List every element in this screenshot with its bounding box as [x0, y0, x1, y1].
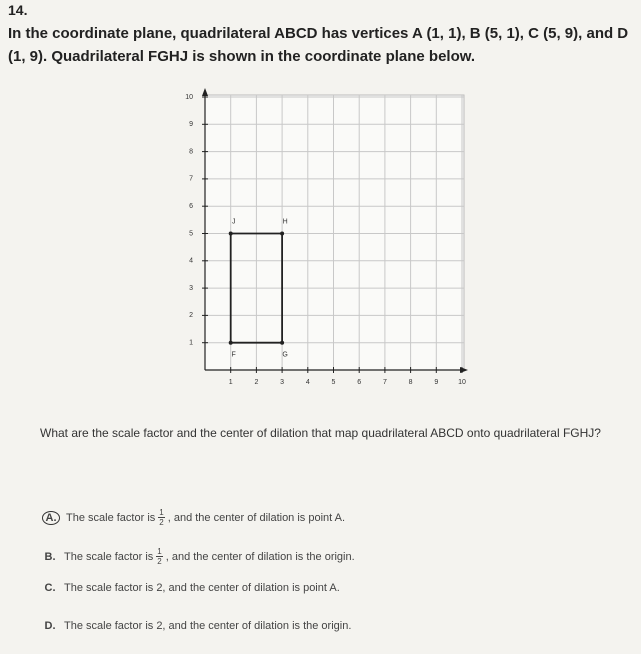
vertex-label: G	[282, 352, 287, 359]
choice-letter: B.	[44, 550, 56, 563]
vertex-point	[280, 340, 285, 345]
coordinate-plane: 1 2 3 4 5 6 7 8 9 10 1 2 3 4 5 6 7 8 9 10 F G H J	[185, 88, 468, 386]
x-tick-label: 8	[409, 379, 413, 386]
fraction-numerator: 1	[158, 508, 165, 518]
x-tick-label: 5	[332, 379, 336, 386]
x-tick-label: 9	[434, 379, 438, 386]
choice-text: The scale factor is 1 2, and the center of…	[64, 547, 355, 566]
question-number: 14.	[8, 2, 28, 18]
y-tick-label: 10	[185, 94, 193, 101]
x-tick-label: 2	[254, 379, 258, 386]
answer-choice[interactable]: B. The scale factor is 1 2, and the center …	[42, 547, 355, 566]
fraction-denominator: 2	[159, 518, 164, 527]
x-tick-label: 3	[280, 379, 284, 386]
answer-choice[interactable]: A. The scale factor is 1 2, and the center …	[42, 508, 345, 527]
y-tick-label: 3	[189, 285, 193, 292]
choice-text: The scale factor is 2, and the center of…	[64, 620, 351, 632]
y-tick-label: 9	[189, 121, 193, 128]
answer-choice[interactable]: D. The scale factor is 2, and the center …	[42, 620, 352, 632]
vertex-label: F	[232, 352, 236, 359]
choice-text-end: , and the center of dilation is the orig…	[165, 550, 355, 563]
x-tick-label: 10	[458, 379, 466, 386]
vertex-point	[280, 231, 285, 236]
x-tick-label: 6	[357, 379, 361, 386]
fraction-numerator: 1	[156, 547, 163, 557]
fraction-denominator: 2	[157, 557, 162, 566]
y-tick-label: 1	[189, 340, 193, 347]
choice-letter: A.	[42, 510, 60, 525]
choice-text-start: The scale factor is 2, and the center of…	[64, 582, 340, 594]
choice-text-start: The scale factor is	[66, 511, 156, 524]
x-tick-label: 4	[306, 379, 310, 386]
vertex-point	[228, 340, 233, 345]
choice-text-start: The scale factor is	[64, 550, 154, 563]
x-tick-label: 1	[229, 379, 233, 386]
vertex-label: J	[232, 218, 236, 225]
choice-text: The scale factor is 2, and the center of…	[64, 582, 340, 594]
choice-letter: D.	[44, 620, 56, 632]
y-tick-label: 6	[189, 203, 193, 210]
y-tick-label: 2	[189, 312, 193, 319]
choice-text-end: , and the center of dilation is point A.	[167, 511, 346, 524]
y-tick-label: 4	[189, 258, 193, 265]
y-axis-arrow	[202, 88, 208, 96]
answer-choice[interactable]: C. The scale factor is 2, and the center …	[42, 582, 340, 594]
y-tick-label: 7	[189, 176, 193, 183]
vertex-label: H	[283, 218, 288, 225]
question-ask: What are the scale factor and the center…	[40, 426, 601, 440]
choice-letter: C.	[44, 582, 56, 594]
choice-text-start: The scale factor is 2, and the center of…	[64, 620, 352, 632]
plot-border	[204, 94, 465, 371]
y-tick-label: 5	[189, 230, 193, 237]
y-tick-label: 8	[189, 148, 193, 155]
x-tick-label: 7	[383, 379, 387, 386]
choice-text: The scale factor is 1 2, and the center of…	[66, 508, 345, 527]
vertex-point	[228, 231, 233, 236]
question-prompt: In the coordinate plane, quadrilateral A…	[8, 25, 629, 65]
